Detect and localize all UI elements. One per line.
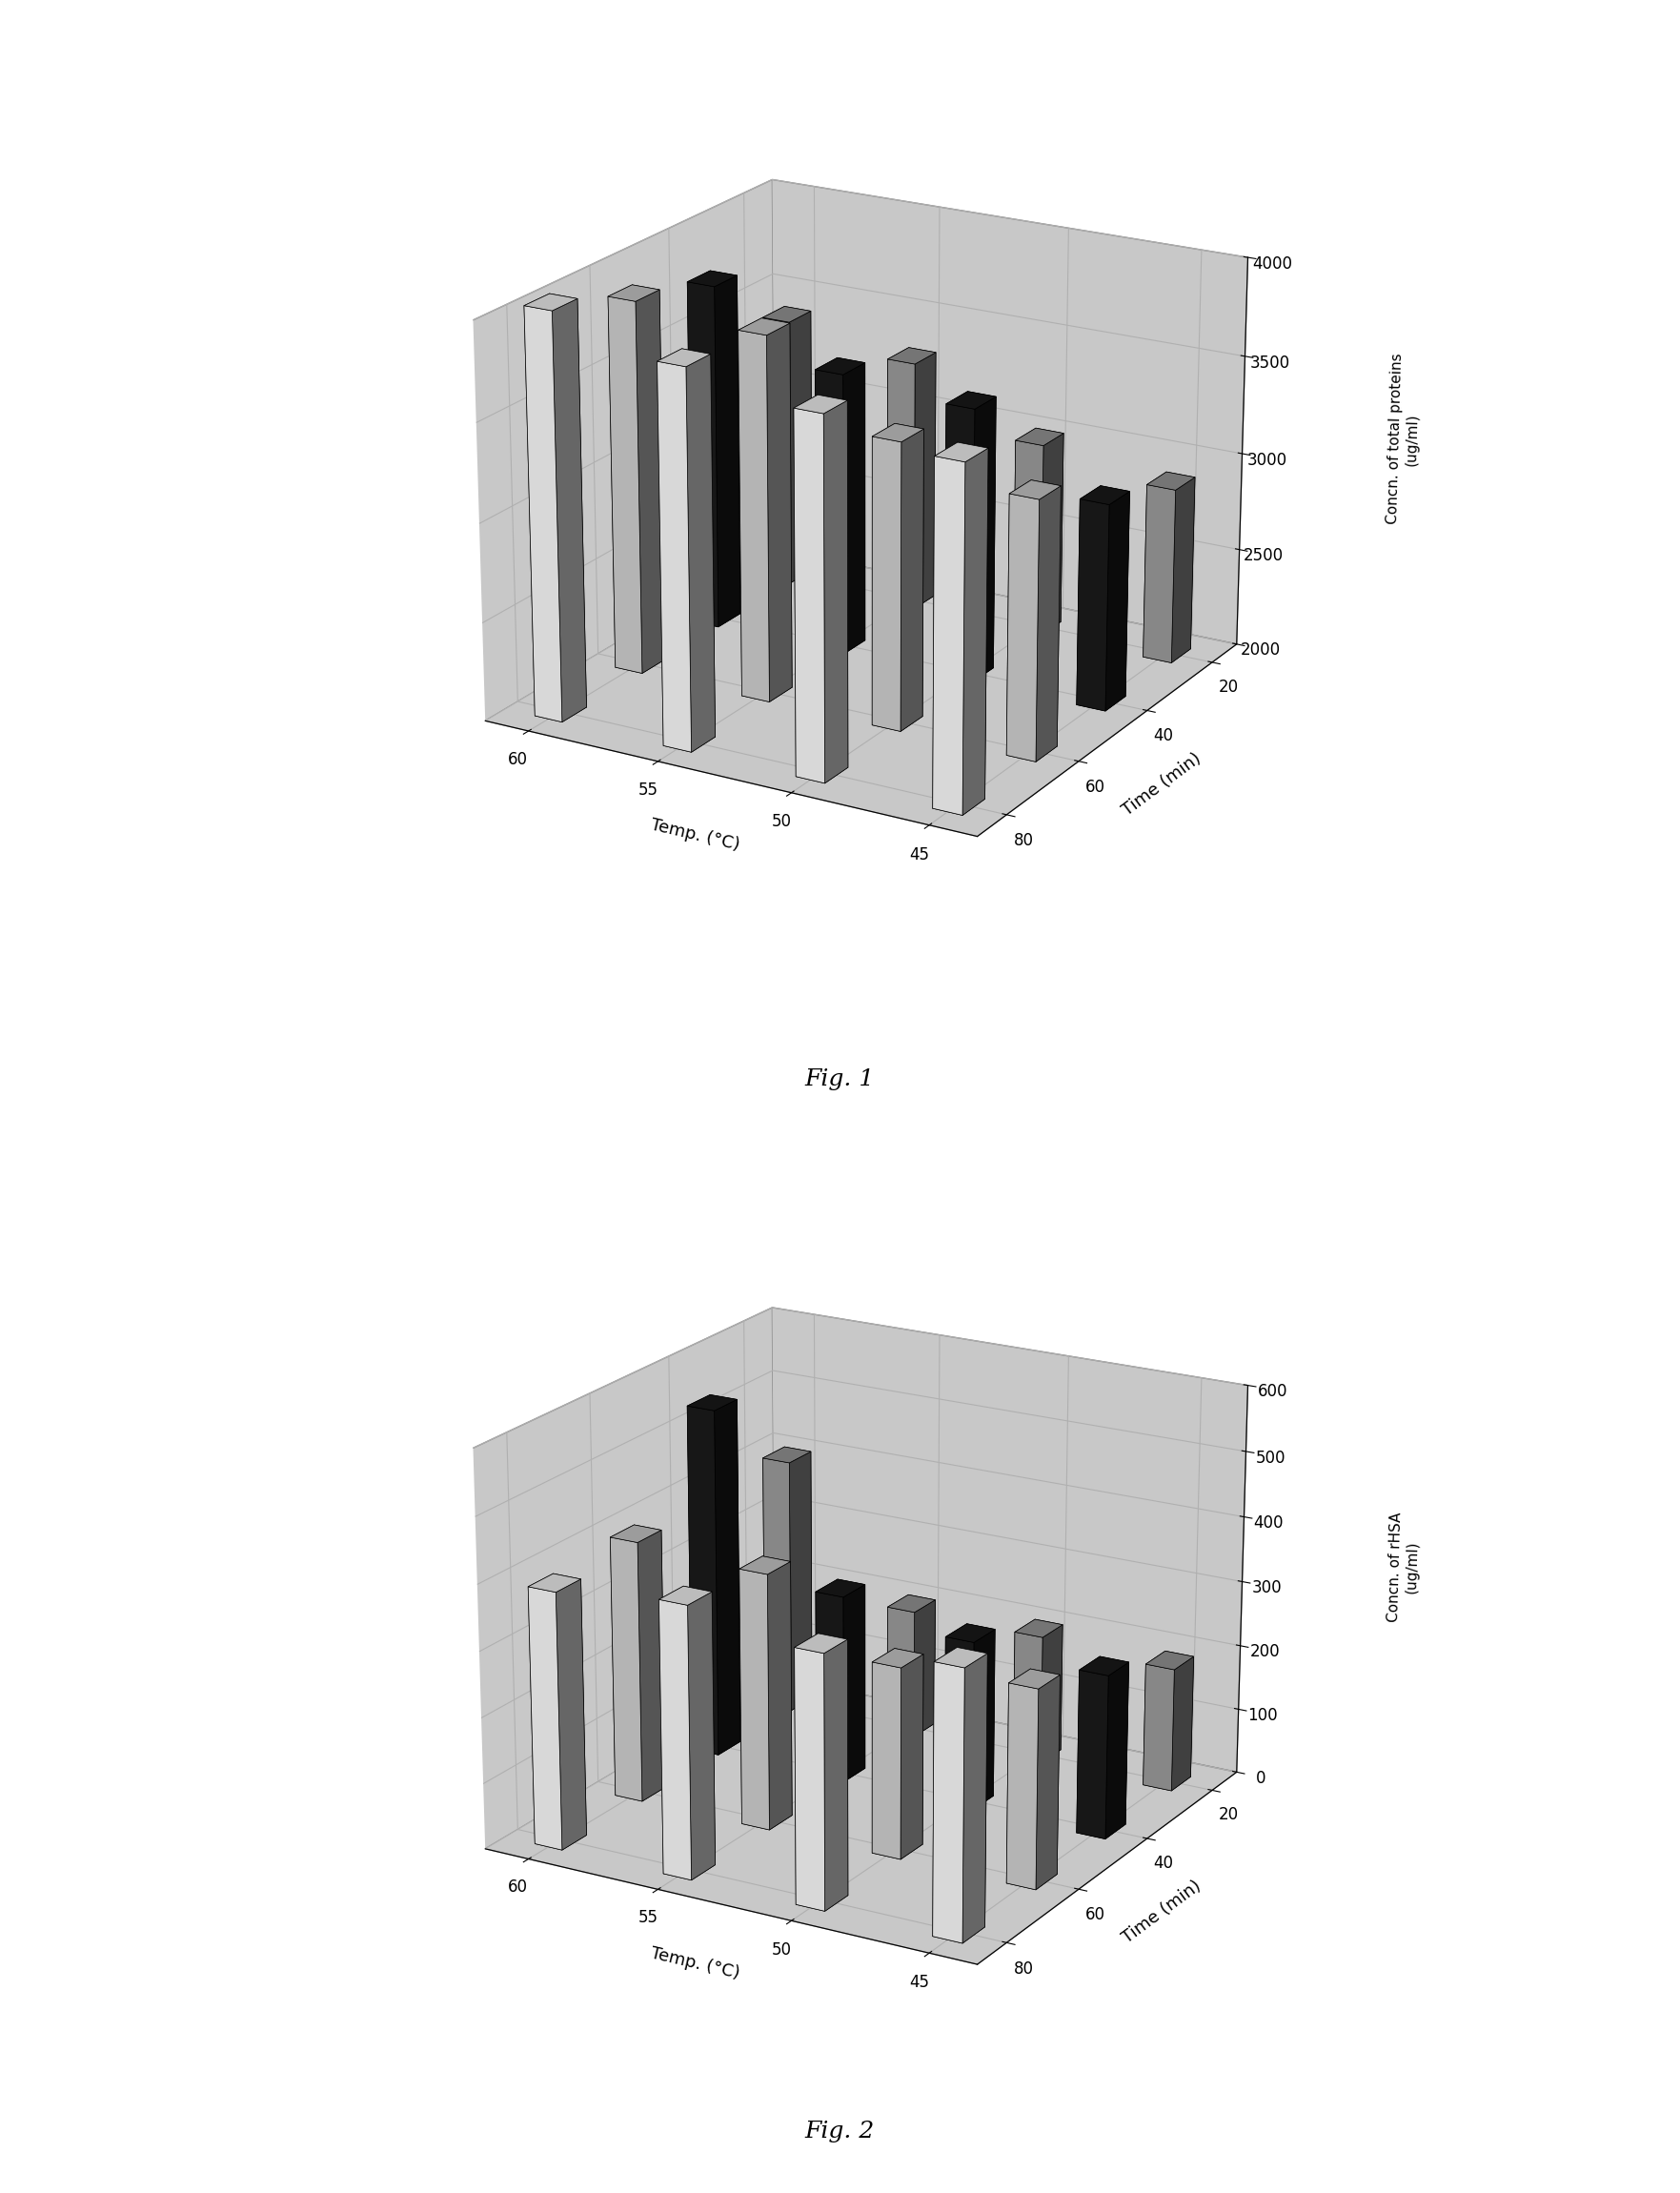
Text: Fig. 2: Fig. 2 [805, 2121, 875, 2143]
X-axis label: Temp. (°C): Temp. (°C) [648, 1945, 741, 1982]
X-axis label: Temp. (°C): Temp. (°C) [648, 816, 741, 853]
Y-axis label: Time (min): Time (min) [1119, 750, 1205, 818]
Y-axis label: Time (min): Time (min) [1119, 1877, 1205, 1947]
Text: Fig. 1: Fig. 1 [805, 1068, 875, 1090]
